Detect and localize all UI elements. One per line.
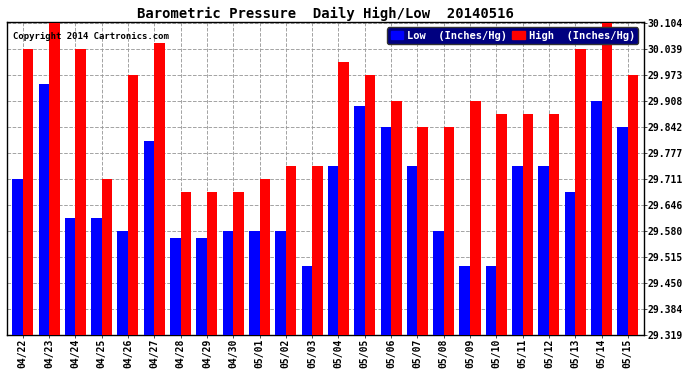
Bar (181, 192, 191, 334)
Bar (417, 127, 428, 334)
Bar (312, 166, 323, 334)
Bar (259, 179, 270, 334)
Bar (23, 49, 33, 334)
Bar (433, 231, 444, 334)
Bar (538, 166, 549, 334)
Bar (628, 75, 638, 334)
Bar (470, 101, 480, 334)
Bar (249, 231, 259, 334)
Bar (354, 106, 365, 334)
Bar (91, 218, 101, 334)
Bar (575, 49, 586, 334)
Bar (12, 179, 23, 334)
Bar (39, 84, 49, 334)
Bar (496, 114, 507, 334)
Bar (223, 231, 233, 334)
Bar (460, 266, 470, 334)
Bar (197, 238, 207, 334)
Bar (564, 192, 575, 334)
Bar (49, 23, 59, 334)
Bar (486, 266, 496, 334)
Bar (391, 101, 402, 334)
Bar (328, 166, 339, 334)
Bar (302, 266, 312, 334)
Bar (75, 49, 86, 334)
Bar (275, 231, 286, 334)
Bar (101, 179, 112, 334)
Bar (117, 231, 128, 334)
Bar (407, 166, 417, 334)
Bar (591, 101, 602, 334)
Legend: Low  (Inches/Hg), High  (Inches/Hg): Low (Inches/Hg), High (Inches/Hg) (387, 27, 638, 44)
Bar (549, 114, 560, 334)
Bar (144, 141, 155, 334)
Text: Copyright 2014 Cartronics.com: Copyright 2014 Cartronics.com (13, 32, 169, 40)
Bar (365, 75, 375, 334)
Bar (522, 114, 533, 334)
Bar (207, 192, 217, 334)
Bar (444, 127, 454, 334)
Bar (233, 192, 244, 334)
Bar (512, 166, 522, 334)
Bar (602, 23, 612, 334)
Bar (339, 62, 349, 334)
Bar (618, 127, 628, 334)
Bar (65, 218, 75, 334)
Title: Barometric Pressure  Daily High/Low  20140516: Barometric Pressure Daily High/Low 20140… (137, 7, 514, 21)
Bar (381, 127, 391, 334)
Bar (286, 166, 296, 334)
Bar (155, 42, 165, 334)
Bar (170, 238, 181, 334)
Bar (128, 75, 139, 334)
